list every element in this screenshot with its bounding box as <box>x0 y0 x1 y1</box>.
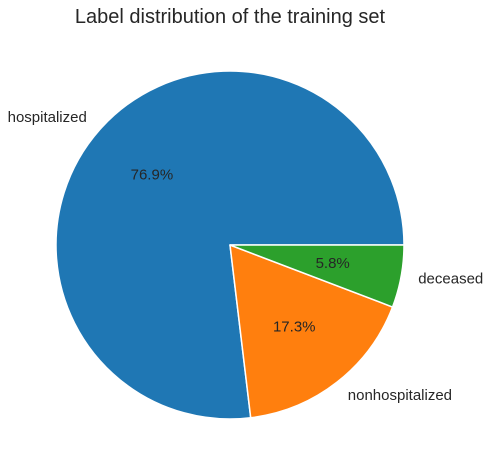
chart-title: Label distribution of the training set <box>75 6 386 28</box>
slice-deceased <box>229 244 405 308</box>
percentage-labels: 76.9% 17.3% 5.8% <box>131 167 350 336</box>
slice-label-nonhospitalized: nonhospitalized <box>348 387 452 404</box>
slice-label-deceased: deceased <box>418 271 483 288</box>
slice-nonhospitalized <box>229 244 394 419</box>
pct-label-deceased: 5.8% <box>316 255 350 272</box>
slice-labels: hospitalized nonhospitalized deceased <box>8 109 484 404</box>
pct-label-hospitalized: 76.9% <box>131 167 174 184</box>
pct-label-nonhospitalized: 17.3% <box>273 318 316 335</box>
slice-label-hospitalized: hospitalized <box>8 109 87 126</box>
pie-slices <box>55 70 405 420</box>
